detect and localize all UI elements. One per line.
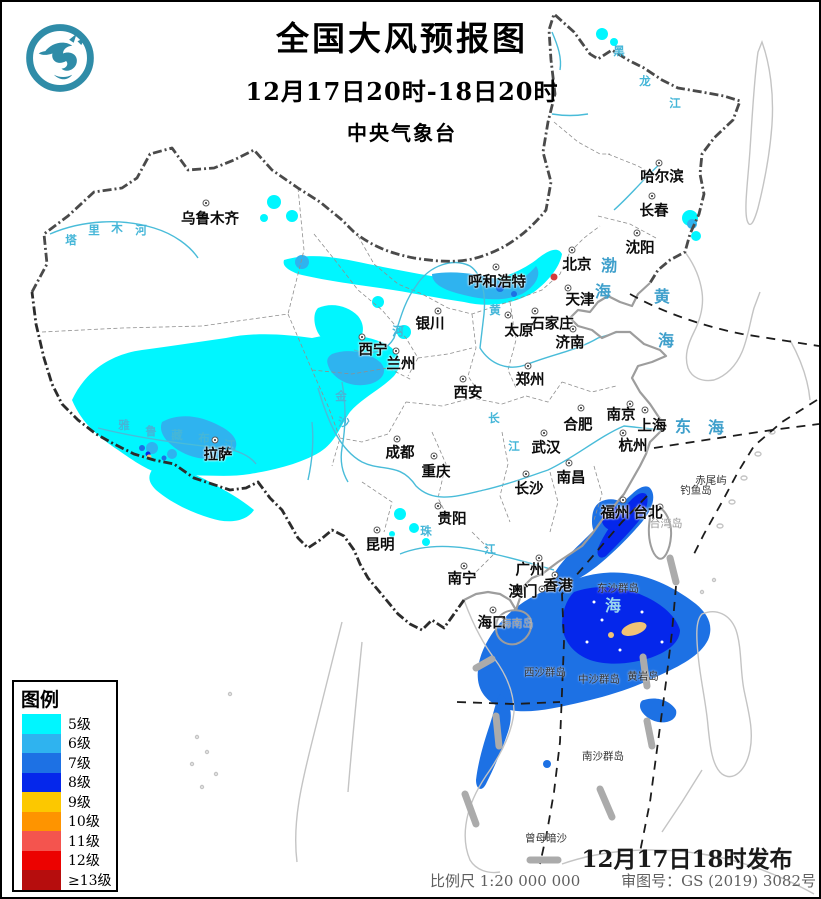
legend-swatch [22,753,61,773]
legend-row: 5级 [14,714,116,734]
wind-area-level6 [146,219,697,459]
legend-row: ≥13级 [14,870,116,890]
china-land-border-north [30,12,742,293]
legend-swatch [22,850,61,870]
legend-row: 10级 [14,811,116,831]
legend-row: 11级 [14,831,116,851]
map-scale: 比例尺 1:20 000 000 [430,872,581,890]
legend-title: 图例 [21,689,60,711]
legend-swatch [22,714,61,734]
legend-row: 12级 [14,850,116,870]
china-coastline [463,282,668,612]
legend-label: 12级 [68,853,100,870]
release-time: 12月17日18时发布 [581,846,793,873]
china-land-border-south [30,291,466,632]
legend-row: 9级 [14,792,116,812]
hainan-island [494,609,533,646]
foreign-coastlines [189,40,815,895]
legend-label: 10级 [68,814,100,831]
wind-area-level5 [72,28,701,546]
sea-island-specks [585,600,664,652]
legend-swatch [22,870,61,890]
rivers [49,31,663,571]
taiwan-island [647,504,673,560]
legend-label: 7级 [68,755,91,772]
legend-row: 7级 [14,753,116,773]
cma-dragon-logo [22,20,98,96]
legend-swatch [22,811,61,831]
legend-swatch [22,772,61,792]
map-review-number: 审图号：GS (2019) 3082号 [621,872,816,890]
legend-items: 5级 6级 7级 8级 9级 10级 11级 12级 ≥13级 [14,714,116,890]
legend-label: 5级 [68,716,91,733]
legend-swatch [22,831,61,851]
maritime-boundary-lines [456,293,819,865]
legend-label: 8级 [68,775,91,792]
nine-dash-line [461,554,680,864]
legend-row: 8级 [14,772,116,792]
province-boundaries [41,121,667,575]
map-meta-row: 比例尺 1:20 000 000 审图号：GS (2019) 3082号 [430,870,816,891]
legend-swatch [22,792,61,812]
legend-label: 6级 [68,736,91,753]
legend-box: 图例 5级 6级 7级 8级 9级 10级 11级 12级 ≥13级 [12,680,118,892]
legend-swatch [22,733,61,753]
legend-label: 11级 [68,833,100,850]
legend-label: 9级 [68,794,91,811]
legend-row: 6级 [14,733,116,753]
legend-label: ≥13级 [68,872,112,889]
